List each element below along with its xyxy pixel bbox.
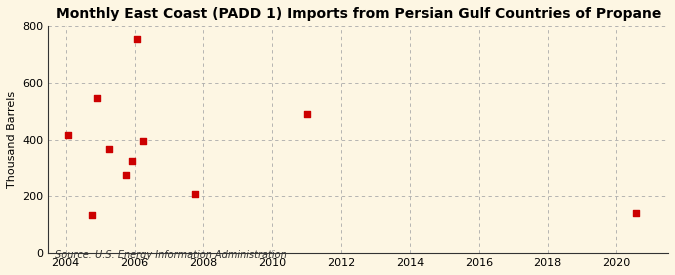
- Y-axis label: Thousand Barrels: Thousand Barrels: [7, 91, 17, 188]
- Point: [132, 37, 142, 41]
- Point: [121, 172, 132, 177]
- Title: Monthly East Coast (PADD 1) Imports from Persian Gulf Countries of Propane: Monthly East Coast (PADD 1) Imports from…: [55, 7, 661, 21]
- Point: [301, 112, 312, 116]
- Point: [126, 159, 137, 163]
- Point: [190, 191, 200, 196]
- Point: [86, 213, 97, 218]
- Point: [138, 138, 148, 143]
- Point: [103, 147, 114, 151]
- Text: Source: U.S. Energy Information Administration: Source: U.S. Energy Information Administ…: [55, 250, 286, 260]
- Point: [63, 133, 74, 138]
- Point: [92, 96, 103, 100]
- Point: [631, 211, 642, 216]
